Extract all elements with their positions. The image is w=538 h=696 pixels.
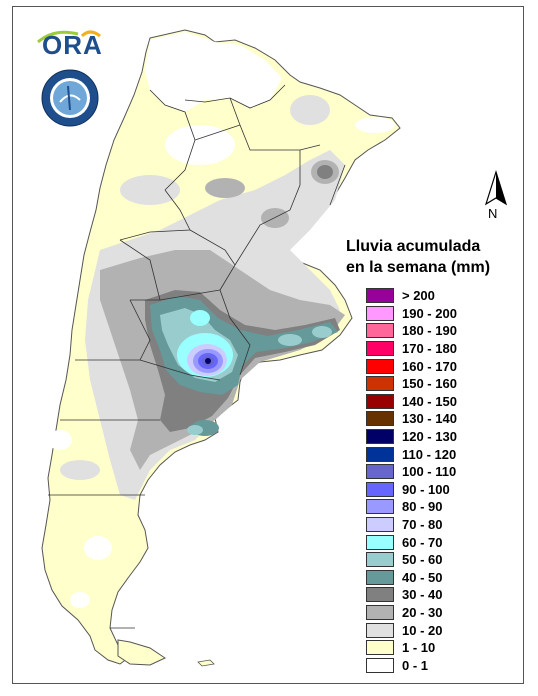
- legend-title: Lluvia acumulada en la semana (mm): [346, 236, 521, 278]
- legend-item: > 200: [366, 287, 506, 305]
- legend-label: 160 - 170: [402, 358, 457, 374]
- legend-label: 40 - 50: [402, 569, 443, 585]
- legend-swatch: [366, 393, 394, 409]
- legend-item: 0 - 1: [366, 656, 506, 674]
- legend-swatch: [366, 552, 394, 568]
- legend-label: 130 - 140: [402, 411, 457, 427]
- legend-swatch: [366, 640, 394, 656]
- legend-label: 180 - 190: [402, 323, 457, 339]
- legend-title-line1: Lluvia acumulada: [346, 238, 481, 255]
- legend-swatch: [366, 534, 394, 550]
- legend-swatch: [366, 411, 394, 427]
- area-20-30-n: [205, 178, 245, 198]
- legend-label: 70 - 80: [402, 517, 443, 533]
- legend-swatch: [366, 622, 394, 638]
- area-0-1-north: [145, 32, 282, 112]
- area-0-1-s3: [70, 592, 90, 608]
- legend-label: 20 - 30: [402, 604, 443, 620]
- legend-item: 50 - 60: [366, 551, 506, 569]
- area-50-60-e2: [312, 326, 332, 338]
- legend-label: 170 - 180: [402, 341, 457, 357]
- institution-seal-icon: [41, 69, 99, 127]
- area-30-40-ne: [317, 165, 333, 179]
- legend-label: 110 - 120: [402, 446, 457, 462]
- legend-label: 100 - 110: [402, 464, 457, 480]
- legend-label: 30 - 40: [402, 587, 443, 603]
- legend-item: 70 - 80: [366, 516, 506, 534]
- tierra-del-fuego: [117, 639, 167, 666]
- area-0-1-s2: [48, 430, 72, 450]
- legend-label: 60 - 70: [402, 534, 443, 550]
- legend-item: 150 - 160: [366, 375, 506, 393]
- legend-label: 80 - 90: [402, 499, 443, 515]
- legend-label: 120 - 130: [402, 429, 457, 445]
- legend-swatch: [366, 341, 394, 357]
- ora-logo-swoosh-icon: [37, 30, 101, 44]
- legend-item: 40 - 50: [366, 569, 506, 587]
- legend-swatch: [366, 499, 394, 515]
- area-120-130: [205, 358, 211, 364]
- legend-label: 1 - 10: [402, 640, 436, 656]
- area-0-1-west: [165, 125, 235, 165]
- legend-item: 160 - 170: [366, 357, 506, 375]
- legend-swatch: [366, 569, 394, 585]
- legend-label: 50 - 60: [402, 552, 443, 568]
- legend-swatch: [366, 587, 394, 603]
- legend-item: 170 - 180: [366, 340, 506, 358]
- province-boundaries: [48, 84, 346, 629]
- legend-label: 90 - 100: [402, 481, 450, 497]
- legend-title-line2: en la semana (mm): [346, 259, 491, 276]
- legend-item: 30 - 40: [366, 586, 506, 604]
- legend: > 200 190 - 200 180 - 190 170 - 180 160 - 17…: [366, 287, 506, 674]
- area-10-20-ne: [290, 95, 330, 125]
- area-10-20-patag: [60, 460, 100, 480]
- legend-label: 190 - 200: [402, 305, 457, 321]
- legend-item: 60 - 70: [366, 533, 506, 551]
- legend-label: 0 - 1: [402, 657, 429, 673]
- legend-swatch: [366, 358, 394, 374]
- legend-item: 110 - 120: [366, 445, 506, 463]
- legend-swatch: [366, 481, 394, 497]
- legend-label: 150 - 160: [402, 376, 457, 392]
- north-arrow-icon: [484, 170, 508, 206]
- area-0-1-ne: [355, 117, 395, 133]
- area-60-70-n: [190, 310, 210, 326]
- north-label: N: [488, 206, 498, 221]
- legend-swatch: [366, 657, 394, 673]
- ora-logo-text: ORA: [42, 30, 103, 60]
- legend-item: 90 - 100: [366, 481, 506, 499]
- legend-item: 10 - 20: [366, 621, 506, 639]
- legend-item: 180 - 190: [366, 322, 506, 340]
- legend-swatch: [366, 604, 394, 620]
- legend-swatch: [366, 464, 394, 480]
- legend-swatch: [366, 376, 394, 392]
- legend-item: 190 - 200: [366, 305, 506, 323]
- legend-item: 120 - 130: [366, 428, 506, 446]
- legend-swatch: [366, 288, 394, 304]
- area-20-30-c: [261, 208, 289, 228]
- legend-item: 100 - 110: [366, 463, 506, 481]
- legend-item: 130 - 140: [366, 410, 506, 428]
- isla-estados: [197, 659, 215, 667]
- legend-swatch: [366, 305, 394, 321]
- legend-item: 20 - 30: [366, 604, 506, 622]
- legend-label: 140 - 150: [402, 393, 457, 409]
- area-10-20-nw: [120, 175, 180, 205]
- legend-swatch: [366, 446, 394, 462]
- area-50-60-e1: [278, 334, 302, 346]
- legend-label: 10 - 20: [402, 622, 443, 638]
- area-50-60-coast: [187, 425, 203, 435]
- legend-label: > 200: [402, 288, 435, 304]
- legend-item: 1 - 10: [366, 639, 506, 657]
- legend-item: 140 - 150: [366, 393, 506, 411]
- legend-swatch: [366, 517, 394, 533]
- legend-swatch: [366, 323, 394, 339]
- area-0-1-s1: [84, 536, 112, 560]
- legend-swatch: [366, 429, 394, 445]
- legend-item: 80 - 90: [366, 498, 506, 516]
